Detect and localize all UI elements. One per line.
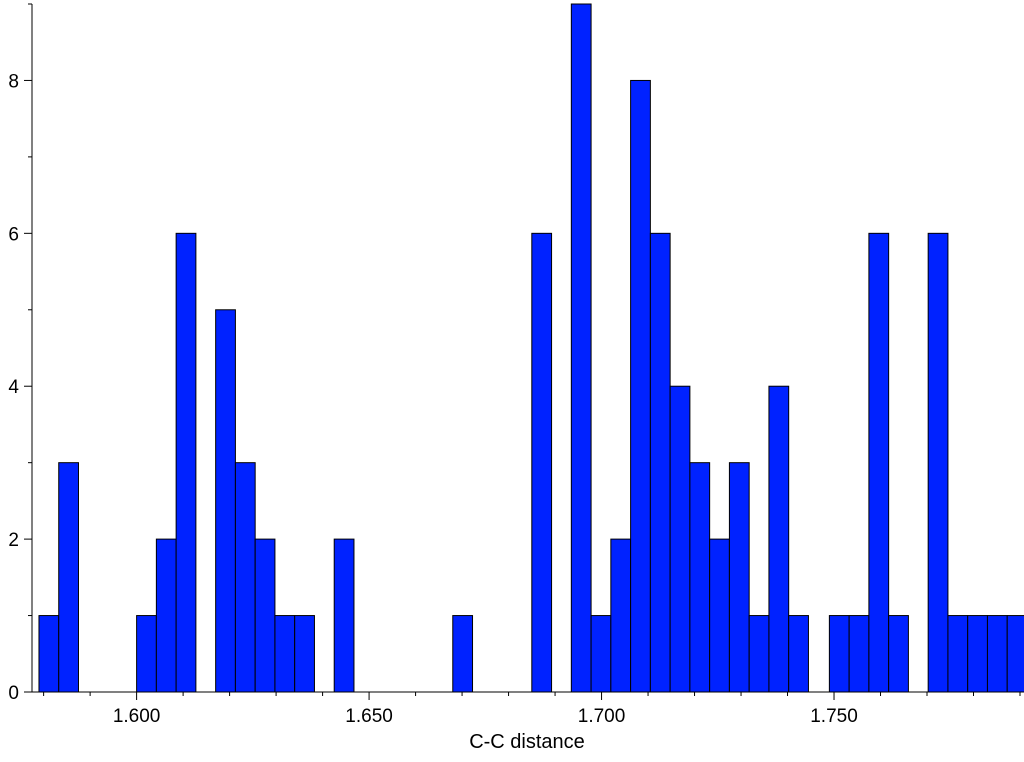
histogram-bar bbox=[155, 538, 177, 693]
histogram-bar bbox=[967, 615, 988, 693]
y-ticks-layer: 0 2 4 6 8 bbox=[8, 3, 32, 704]
histogram-bar bbox=[649, 232, 671, 693]
histogram-bar bbox=[1006, 615, 1024, 693]
axes-layer bbox=[31, 4, 1020, 693]
x-tick-label: 1.650 bbox=[345, 706, 393, 727]
histogram-bar bbox=[254, 538, 276, 693]
histogram-bar bbox=[868, 232, 890, 693]
histogram-bar bbox=[58, 462, 79, 693]
histogram-bar bbox=[531, 232, 553, 693]
histogram-bar bbox=[689, 462, 711, 693]
histogram-bar bbox=[234, 462, 256, 693]
histogram-bar bbox=[788, 615, 809, 693]
x-axis-label: C-C distance bbox=[469, 731, 585, 753]
bars-layer bbox=[38, 3, 1024, 693]
histogram-bar bbox=[888, 615, 909, 693]
histogram-bar bbox=[175, 232, 197, 693]
x-ticks-layer: 1.600 1.650 1.700 1.750 bbox=[43, 692, 1021, 727]
histogram-bar bbox=[294, 615, 315, 693]
x-tick-label: 1.600 bbox=[113, 706, 161, 727]
histogram-bar bbox=[947, 615, 969, 693]
x-tick-label: 1.700 bbox=[578, 706, 626, 727]
histogram-bar bbox=[848, 615, 870, 693]
histogram-bar bbox=[669, 385, 691, 693]
y-tick-label: 2 bbox=[8, 530, 19, 551]
y-tick-label: 4 bbox=[8, 377, 19, 398]
histogram-bar bbox=[630, 79, 651, 693]
histogram-bar bbox=[927, 232, 949, 693]
histogram-bar bbox=[828, 615, 850, 693]
histogram-bar bbox=[570, 3, 592, 693]
x-tick-label: 1.750 bbox=[810, 706, 858, 727]
histogram-bar bbox=[452, 615, 474, 693]
histogram-bar bbox=[986, 615, 1008, 693]
histogram-bar bbox=[709, 538, 730, 693]
histogram-bar bbox=[748, 615, 770, 693]
histogram-bar bbox=[610, 538, 632, 693]
histogram-bar bbox=[215, 309, 236, 693]
histogram-bar bbox=[728, 462, 750, 693]
histogram-bar bbox=[768, 385, 790, 693]
histogram-bar bbox=[333, 538, 355, 693]
histogram-bar bbox=[38, 615, 60, 693]
y-tick-label: 6 bbox=[8, 224, 19, 245]
y-tick-label: 0 bbox=[8, 683, 19, 704]
histogram-bar bbox=[274, 615, 296, 693]
y-tick-label: 8 bbox=[8, 71, 19, 92]
histogram-bar bbox=[590, 615, 612, 693]
histogram-bar bbox=[136, 615, 157, 693]
